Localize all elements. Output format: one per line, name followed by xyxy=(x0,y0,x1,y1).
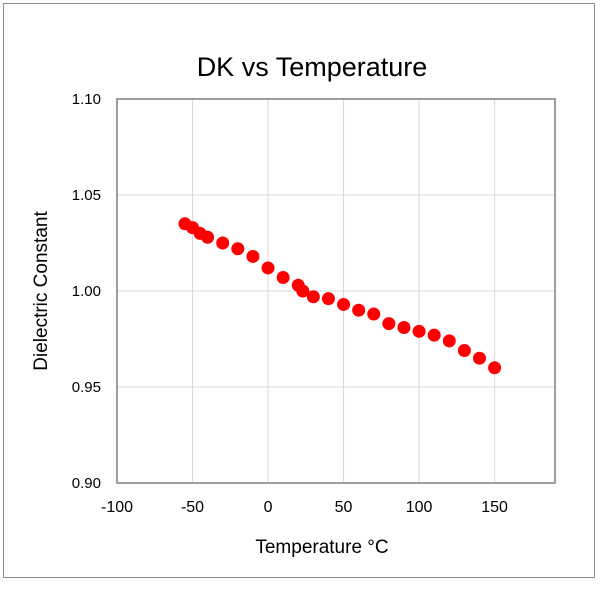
data-point xyxy=(261,261,275,275)
data-point xyxy=(306,290,320,304)
data-point xyxy=(216,236,230,250)
data-point xyxy=(296,284,310,298)
y-tick-label: 1.10 xyxy=(72,91,101,108)
x-tick-label: -50 xyxy=(181,499,204,516)
data-point xyxy=(488,361,502,375)
data-point xyxy=(367,307,381,321)
data-point xyxy=(246,249,260,263)
x-tick-label: 150 xyxy=(481,499,508,516)
x-tick-label: 50 xyxy=(335,499,353,516)
chart-title: DK vs Temperature xyxy=(197,52,428,82)
data-point xyxy=(427,328,441,342)
data-point xyxy=(231,242,245,256)
data-points xyxy=(178,217,502,375)
data-point xyxy=(397,320,411,334)
data-point xyxy=(442,334,456,348)
tick-labels: -100 -50 0 50 100 150 0.90 0.95 1.00 1.05 1.10 xyxy=(72,91,508,516)
x-tick-label: 100 xyxy=(406,499,433,516)
x-axis-label: Temperature °C xyxy=(255,537,388,558)
y-axis-label: Dielectric Constant xyxy=(31,211,52,371)
data-point xyxy=(337,297,351,311)
data-point xyxy=(276,271,290,285)
data-point xyxy=(412,324,426,338)
grid xyxy=(116,98,555,484)
data-point xyxy=(472,351,486,365)
data-point xyxy=(201,230,215,244)
data-point xyxy=(352,303,366,317)
y-tick-label: 0.95 xyxy=(72,379,101,396)
data-point xyxy=(382,317,396,331)
data-point xyxy=(457,344,471,358)
data-point xyxy=(321,292,335,306)
y-tick-label: 1.00 xyxy=(72,283,101,300)
plot-area xyxy=(116,98,556,484)
chart-frame xyxy=(3,3,595,578)
y-tick-label: 1.05 xyxy=(72,187,101,204)
x-tick-label: -100 xyxy=(101,499,133,516)
x-tick-label: 0 xyxy=(264,499,273,516)
y-tick-label: 0.90 xyxy=(72,475,101,492)
